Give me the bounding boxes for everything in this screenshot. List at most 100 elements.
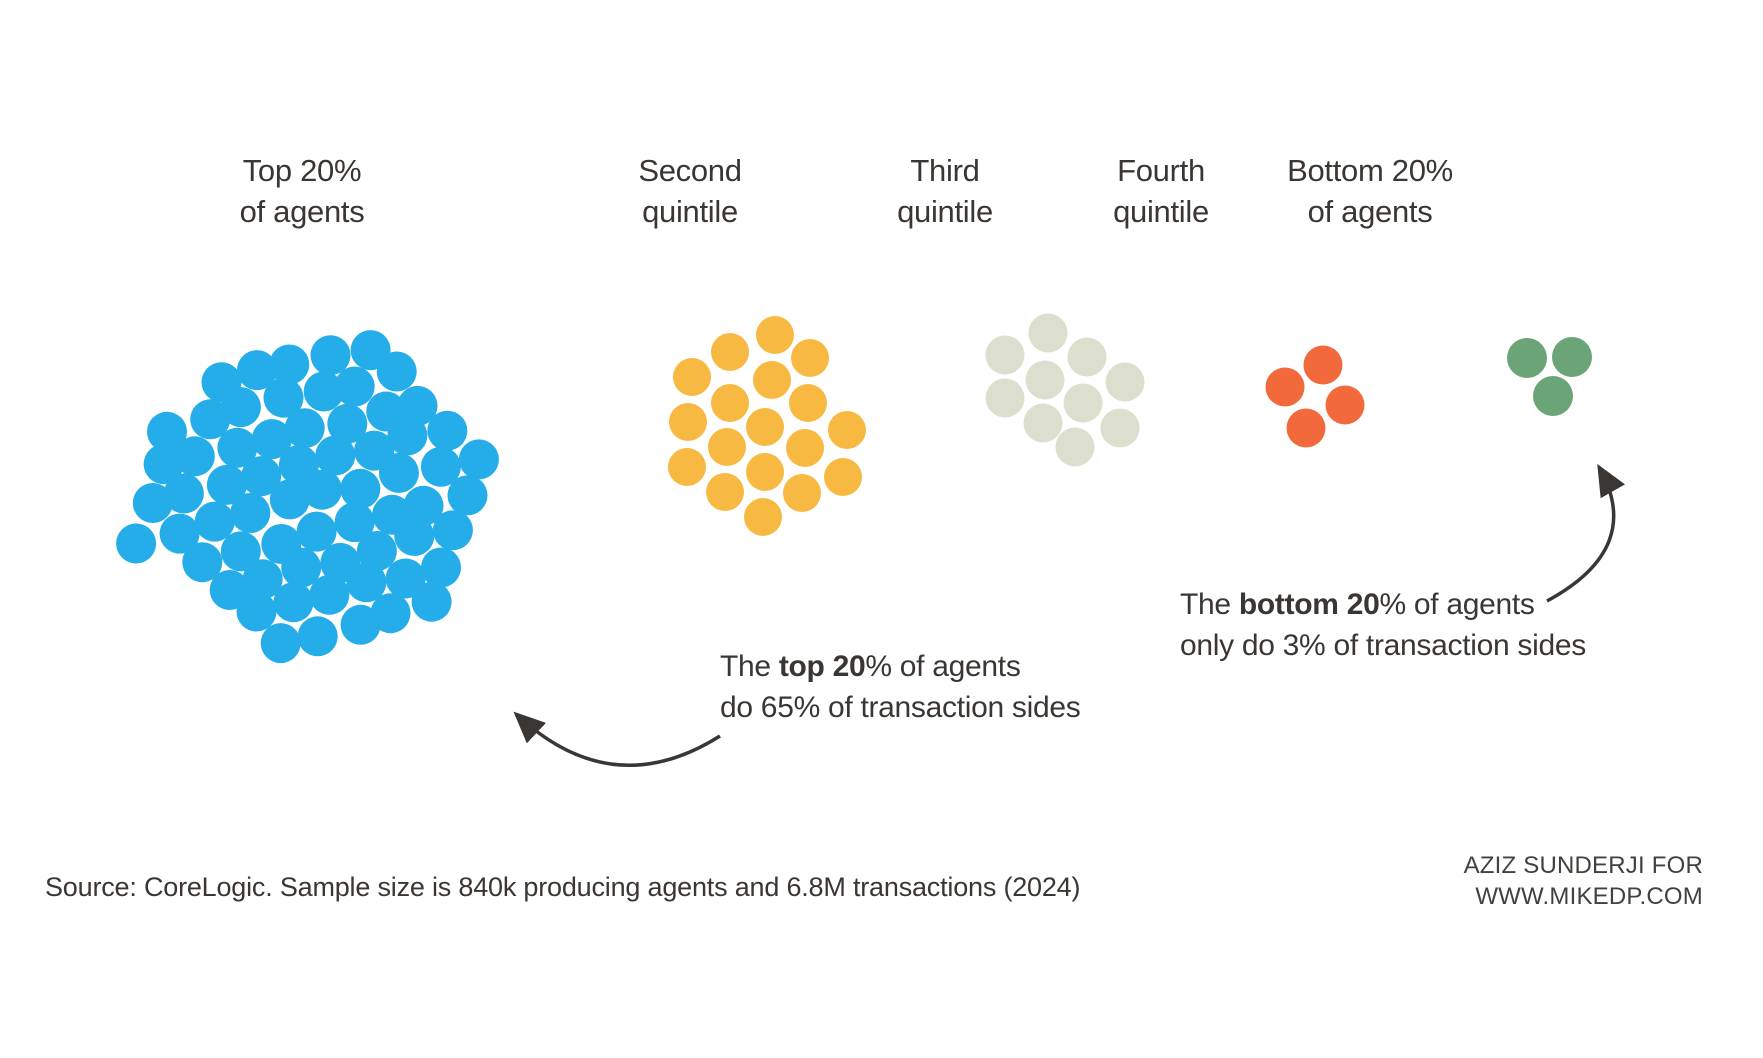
dot [744, 498, 782, 536]
dot [159, 513, 200, 554]
dot [1025, 360, 1065, 400]
dot [263, 377, 304, 418]
dot [260, 623, 301, 664]
annotation-text-bold: bottom 20 [1238, 588, 1380, 621]
dot [296, 511, 337, 552]
dot [824, 458, 862, 496]
dot [1303, 345, 1343, 385]
annotation-text-segment: The [1180, 588, 1239, 621]
dot [340, 604, 381, 645]
dot [1023, 403, 1063, 443]
dot [251, 419, 292, 460]
dot [334, 502, 375, 543]
dot [458, 439, 499, 480]
dot [182, 542, 223, 583]
header-line: quintile [642, 194, 738, 229]
header-line: quintile [897, 194, 993, 229]
column-header-third-quintile: Third quintile [785, 150, 1105, 232]
header-line: Top 20% [242, 153, 362, 188]
dot [746, 408, 784, 446]
dot [346, 562, 387, 603]
dot-cluster-second-quintile [668, 316, 866, 536]
dot [174, 436, 215, 477]
dot [746, 453, 784, 491]
arrow-to-top-cluster [513, 711, 721, 768]
dot [220, 531, 261, 572]
dot [190, 399, 231, 440]
dot [201, 362, 242, 403]
dot [711, 333, 749, 371]
header-line: Second [638, 153, 742, 188]
dot [1055, 427, 1095, 467]
dot [217, 427, 258, 468]
dot [828, 411, 866, 449]
dot [309, 574, 350, 615]
dot [706, 473, 744, 511]
dot [315, 435, 356, 476]
dot [1286, 408, 1326, 448]
credit-line: AZIZ SUNDERJI FOR [1463, 852, 1703, 879]
column-header-second-quintile: Second quintile [530, 150, 850, 232]
dot [297, 616, 338, 657]
dot [985, 378, 1025, 418]
dot [427, 410, 468, 451]
source-note: Source: CoreLogic. Sample size is 840k p… [45, 872, 1081, 902]
dot [791, 339, 829, 377]
dot [376, 351, 417, 392]
dot [1533, 376, 1573, 416]
dot [206, 464, 247, 505]
annotation-text-segment: % of agents [1379, 588, 1535, 621]
dot [327, 403, 368, 444]
dot [668, 448, 706, 486]
header-line: of agents [1307, 194, 1433, 229]
clusters-group [116, 313, 1592, 664]
annotation-text-bold: top 20 [778, 650, 866, 683]
dot [334, 366, 375, 407]
dot [385, 558, 426, 599]
dot-cluster-top-20-of-agents [116, 330, 499, 664]
header-line: Third [910, 153, 980, 188]
dot [673, 358, 711, 396]
credit-note: AZIZ SUNDERJI FOR WWW.MIKEDP.COM [1464, 850, 1703, 912]
dot [132, 483, 173, 523]
annotation-line: only do 3% of transaction sides [1180, 629, 1586, 662]
dot [236, 591, 277, 632]
dot [1105, 362, 1145, 402]
dot [786, 429, 824, 467]
dot-cluster-third-quintile [985, 313, 1145, 467]
dot [269, 479, 310, 520]
dot [753, 361, 791, 399]
annotation-top-20: The top 20% of agents do 65% of transact… [720, 646, 1081, 728]
dot [1028, 313, 1068, 353]
header-line: of agents [239, 194, 365, 229]
dot [194, 501, 235, 542]
dot [708, 428, 746, 466]
dot [756, 316, 794, 354]
dot [420, 446, 461, 487]
dot [303, 371, 344, 412]
dot [1100, 408, 1140, 448]
dot [1063, 383, 1103, 423]
annotation-line: do 65% of transaction sides [720, 691, 1081, 724]
dot [378, 452, 419, 493]
dot [432, 510, 473, 551]
dot [278, 445, 319, 485]
dot [147, 411, 187, 452]
dot [1067, 337, 1107, 377]
column-header-fourth-quintile: Fourth quintile [1001, 150, 1321, 232]
dot [284, 408, 325, 449]
annotation-line: The bottom 20% of agents [1180, 584, 1586, 625]
dot [783, 474, 821, 512]
dot [397, 385, 438, 426]
dot-cluster-bottom-20-of-agents [1507, 337, 1592, 416]
column-header-bottom-20: Bottom 20% of agents [1210, 150, 1530, 232]
dot [1552, 337, 1592, 377]
annotation-bottom-20: The bottom 20% of agents only do 3% of t… [1180, 584, 1586, 666]
dot [711, 384, 749, 422]
dot [669, 403, 707, 441]
dot [237, 350, 277, 391]
dot [340, 468, 381, 509]
dot [1507, 338, 1547, 378]
dot [356, 531, 397, 571]
